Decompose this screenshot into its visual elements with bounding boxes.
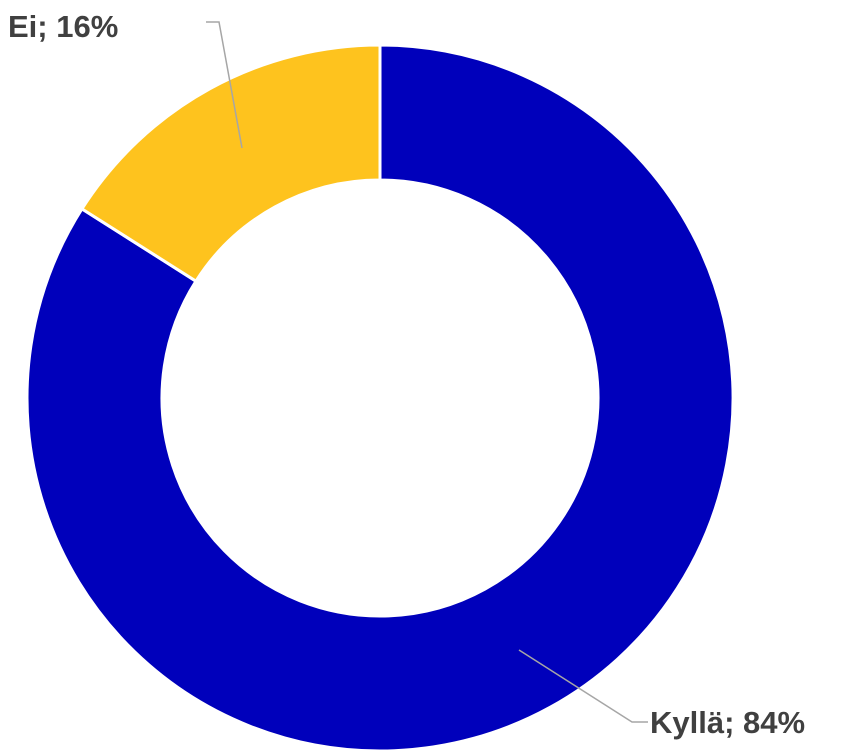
leader-line-ei bbox=[206, 21, 243, 149]
data-labels-group: Kyllä; 84% Ei; 16% bbox=[8, 9, 805, 740]
slice-ei bbox=[79, 43, 382, 284]
data-label-kyll-: Kyllä; 84% bbox=[650, 705, 805, 740]
slice-kyll- bbox=[25, 43, 735, 751]
leader-line-kyll- bbox=[518, 649, 648, 723]
slices-group bbox=[25, 43, 735, 751]
leader-lines-group bbox=[206, 21, 648, 723]
data-label-ei: Ei; 16% bbox=[8, 9, 118, 44]
